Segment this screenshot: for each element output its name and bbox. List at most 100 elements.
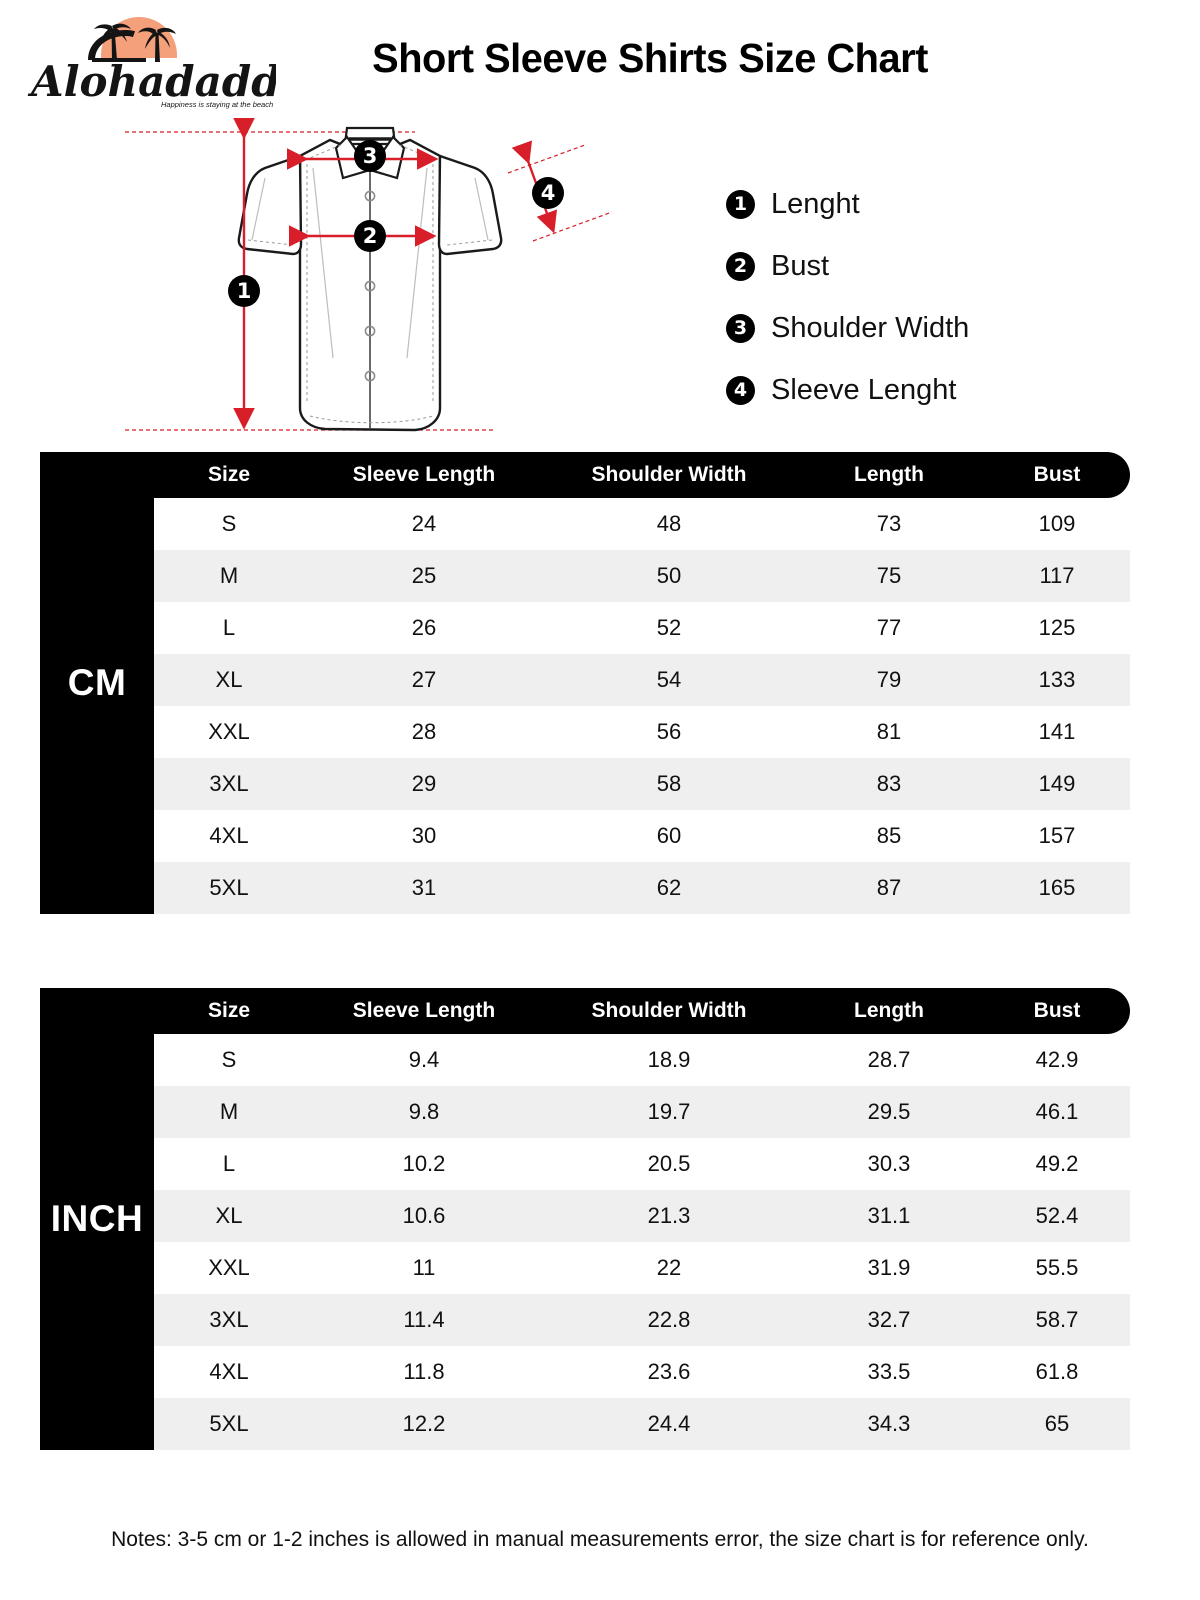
table-row: XL 10.6 21.3 31.1 52.4 [154, 1190, 1130, 1242]
cell-sleeve-length: 27 [411, 667, 437, 692]
cell-bust: 65 [1044, 1411, 1070, 1436]
table-row: 3XL 11.4 22.8 32.7 58.7 [154, 1294, 1130, 1346]
brand-tagline: Happiness is staying at the beach [161, 100, 273, 109]
table-header-row: Size Sleeve Length Shoulder Width Length… [40, 452, 1130, 498]
cell-size: 4XL [209, 1359, 249, 1384]
brand-logo: Alohadaddy Happiness is staying at the b… [26, 8, 276, 112]
cell-length: 31.1 [867, 1203, 911, 1228]
column-header-sleeve-length: Sleeve Length [352, 463, 496, 486]
cell-shoulder-width: 50 [656, 563, 682, 588]
cell-bust: 49.2 [1035, 1151, 1079, 1176]
cell-sleeve-length: 11 [412, 1255, 436, 1280]
cell-length: 79 [876, 667, 902, 692]
cell-bust: 109 [1038, 511, 1076, 536]
legend-label-sleeve-length: Sleeve Lenght [771, 373, 957, 406]
size-table-inch: INCH Size Sleeve Length Shoulder Width L… [40, 988, 1130, 1450]
cell-sleeve-length: 26 [411, 615, 437, 640]
buttons [364, 190, 376, 382]
cell-shoulder-width: 60 [656, 823, 682, 848]
cell-size: L [222, 1151, 236, 1176]
legend-item-shoulder-width: 3 Shoulder Width [726, 297, 1056, 359]
cell-shoulder-width: 24.4 [647, 1411, 691, 1436]
cell-length: 34.3 [867, 1411, 911, 1436]
cell-length: 73 [876, 511, 902, 536]
cell-sleeve-length: 11.4 [403, 1307, 445, 1332]
legend-badge-3: 3 [726, 313, 755, 343]
legend-label-bust: Bust [771, 249, 830, 282]
cell-shoulder-width: 23.6 [647, 1359, 691, 1384]
brand-wordmark: Alohadaddy [27, 57, 276, 106]
cell-bust: 117 [1039, 563, 1075, 588]
cell-size: 4XL [209, 823, 249, 848]
shoulder-width-marker: 3 [354, 140, 386, 172]
cell-shoulder-width: 54 [656, 667, 682, 692]
cell-size: XL [215, 1203, 243, 1228]
legend-badge-2: 2 [726, 251, 755, 281]
table-row: 4XL 11.8 23.6 33.5 61.8 [154, 1346, 1130, 1398]
table-row: S 9.4 18.9 28.7 42.9 [154, 1034, 1130, 1086]
cell-size: XXL [208, 1255, 250, 1280]
cell-bust: 42.9 [1035, 1047, 1079, 1072]
cell-length: 75 [876, 563, 902, 588]
column-header-shoulder-width: Shoulder Width [591, 999, 747, 1022]
cell-sleeve-length: 9.4 [408, 1047, 440, 1072]
cell-length: 33.5 [867, 1359, 911, 1384]
cell-size: S [221, 1047, 237, 1072]
cell-length: 77 [876, 615, 902, 640]
svg-text:4: 4 [541, 181, 556, 205]
cell-sleeve-length: 10.6 [402, 1203, 446, 1228]
cell-size: M [219, 1099, 239, 1124]
table-row: M 25 50 75 117 [154, 550, 1130, 602]
cell-bust: 52.4 [1035, 1203, 1079, 1228]
cell-length: 31.9 [867, 1255, 911, 1280]
measurement-legend: 1 Lenght 2 Bust 3 Shoulder Width 4 Sleev… [726, 173, 1056, 421]
legend-label-shoulder-width: Shoulder Width [771, 311, 970, 344]
cell-length: 85 [876, 823, 902, 848]
column-header-shoulder-width: Shoulder Width [591, 463, 747, 486]
ground-arc [88, 30, 135, 60]
cell-sleeve-length: 11.8 [403, 1359, 445, 1384]
sleeve-length-marker: 4 [532, 177, 564, 209]
cell-bust: 61.8 [1035, 1359, 1079, 1384]
cell-size: S [221, 511, 237, 536]
table-rows-cm: Size Sleeve Length Shoulder Width Length… [40, 452, 1130, 914]
cell-size: XXL [208, 719, 250, 744]
cell-shoulder-width: 48 [656, 511, 682, 536]
cell-shoulder-width: 18.9 [647, 1047, 691, 1072]
cell-size: L [222, 615, 236, 640]
table-row: L 26 52 77 125 [154, 602, 1130, 654]
cell-length: 87 [876, 875, 902, 900]
cell-size: 3XL [209, 771, 249, 796]
svg-text:2: 2 [363, 224, 378, 248]
table-row: 5XL 31 62 87 165 [154, 862, 1130, 914]
legend-badge-1: 1 [726, 189, 755, 219]
length-marker: 1 [228, 275, 260, 307]
cell-sleeve-length: 24 [411, 511, 437, 536]
svg-text:3: 3 [363, 144, 378, 168]
cell-sleeve-length: 31 [411, 875, 437, 900]
cell-bust: 133 [1038, 667, 1076, 692]
cell-bust: 125 [1038, 615, 1076, 640]
unit-column-inch: INCH [40, 988, 154, 1450]
palm-tree-left [94, 23, 131, 60]
column-header-bust: Bust [1033, 999, 1081, 1022]
cell-length: 32.7 [867, 1307, 911, 1332]
cell-shoulder-width: 58 [656, 771, 682, 796]
column-header-sleeve-length: Sleeve Length [352, 999, 496, 1022]
cell-size: 3XL [209, 1307, 249, 1332]
cell-length: 83 [876, 771, 902, 796]
cell-shoulder-width: 20.5 [647, 1151, 691, 1176]
cell-length: 30.3 [867, 1151, 911, 1176]
cell-length: 28.7 [867, 1047, 911, 1072]
unit-column-cm: CM [40, 452, 154, 914]
table-row: M 9.8 19.7 29.5 46.1 [154, 1086, 1130, 1138]
cell-shoulder-width: 22 [656, 1255, 682, 1280]
cell-shoulder-width: 52 [656, 615, 682, 640]
table-row: S 24 48 73 109 [154, 498, 1130, 550]
cell-sleeve-length: 9.8 [408, 1099, 440, 1124]
column-header-size: Size [207, 999, 251, 1022]
page-header: Alohadaddy Happiness is staying at the b… [0, 0, 1200, 118]
table-row: 3XL 29 58 83 149 [154, 758, 1130, 810]
table-rows-inch: Size Sleeve Length Shoulder Width Length… [40, 988, 1130, 1450]
cell-size: M [219, 563, 239, 588]
